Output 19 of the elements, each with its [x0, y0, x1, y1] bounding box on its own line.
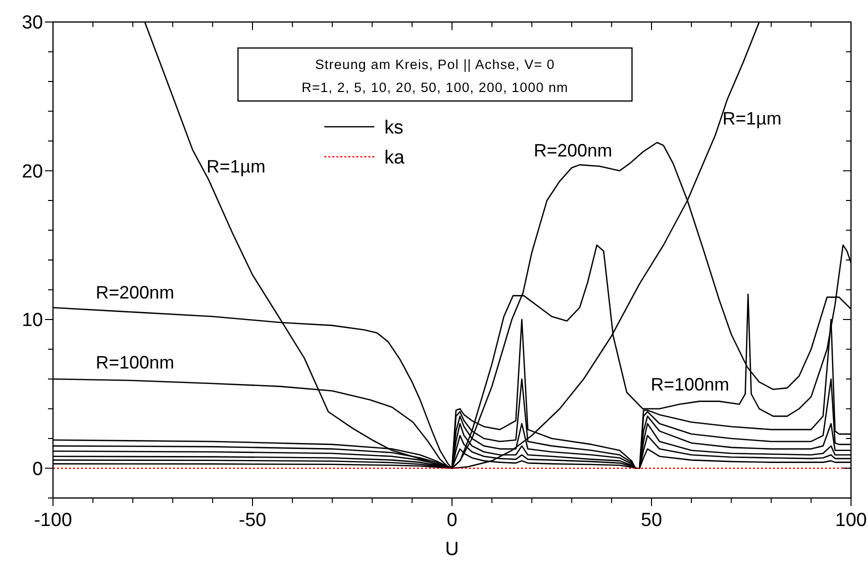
y-tick-label: 20 [22, 161, 43, 182]
y-tick-label: 0 [32, 458, 43, 480]
annotation: R=100nm [96, 352, 174, 372]
x-tick-label: -100 [34, 510, 72, 531]
annotation: R=200nm [96, 282, 174, 302]
annotation: R=1µm [722, 108, 782, 128]
annotation: R=200nm [534, 140, 612, 160]
x-tick-label: 0 [446, 510, 458, 531]
y-tick-label: 10 [22, 310, 43, 332]
x-axis-title: U [445, 539, 459, 560]
annotation: R=1µm [206, 156, 266, 176]
x-tick-label: -50 [238, 510, 266, 531]
x-tick-label: 100 [835, 510, 867, 531]
y-tick-label: 30 [22, 12, 43, 34]
legend-label: ka [384, 147, 405, 168]
legend-label: ks [384, 117, 404, 138]
x-tick-label: 50 [640, 510, 662, 531]
annotation: R=100nm [650, 374, 730, 394]
caption-box: Streung am Kreis, Pol || Achse, V= 0 R=1, 2, 5, 10, 20, 50, 100, 200, 1000 nm [237, 47, 633, 102]
